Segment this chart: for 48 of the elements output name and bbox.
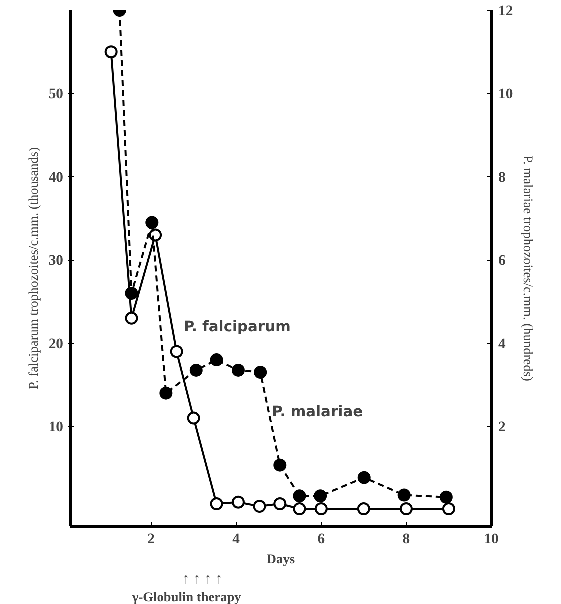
point <box>160 386 173 400</box>
y2-tick-label: 10 <box>498 86 514 103</box>
y-axis-title: P. falciparum trophozoites/c.mm. (thousands) <box>26 147 41 390</box>
point <box>187 412 200 425</box>
series-label: P. malariae <box>272 403 364 420</box>
x-tick-label: 4 <box>232 532 241 548</box>
point <box>125 286 138 300</box>
point <box>253 500 266 514</box>
y2-axis-title: P. malariae trophozoites/c.mm. (hundreds) <box>521 156 536 382</box>
y2-tick-label: 12 <box>498 4 514 20</box>
point <box>398 488 411 502</box>
point <box>254 366 268 380</box>
point <box>274 458 287 472</box>
point <box>440 490 453 504</box>
y2-tick-label: 6 <box>498 253 506 270</box>
point <box>400 502 413 516</box>
y-tick-label: 50 <box>48 86 64 103</box>
series-label: P. falciparum <box>184 318 291 336</box>
point <box>210 354 224 367</box>
y-tick-label: 20 <box>48 336 64 352</box>
x-tick-label: 6 <box>318 532 326 548</box>
y-tick-label: 30 <box>48 253 64 270</box>
point <box>104 46 118 59</box>
x-tick-label: 2 <box>148 532 155 548</box>
point <box>293 502 306 516</box>
y2-tick-label: 4 <box>498 336 506 352</box>
point <box>232 496 245 509</box>
point <box>232 364 245 377</box>
x-axis-title: Days <box>266 552 296 566</box>
point <box>170 345 184 358</box>
point <box>314 502 328 516</box>
y2-tick-label: 2 <box>498 420 506 436</box>
x-tick-label: 8 <box>402 532 410 548</box>
point <box>314 490 328 503</box>
point <box>358 471 371 484</box>
point <box>210 498 224 511</box>
y-tick-label: 10 <box>48 420 64 436</box>
y-tick-label: 40 <box>48 170 64 186</box>
point <box>442 502 456 516</box>
x-tick-label: 10 <box>484 532 499 548</box>
text: ↑ ↑ ↑ ↑ <box>182 572 223 588</box>
point <box>293 490 306 503</box>
point <box>274 498 287 511</box>
y2-tick-label: 8 <box>498 170 506 186</box>
point <box>125 312 138 325</box>
point <box>190 364 203 377</box>
point <box>357 502 370 516</box>
point <box>146 216 159 230</box>
